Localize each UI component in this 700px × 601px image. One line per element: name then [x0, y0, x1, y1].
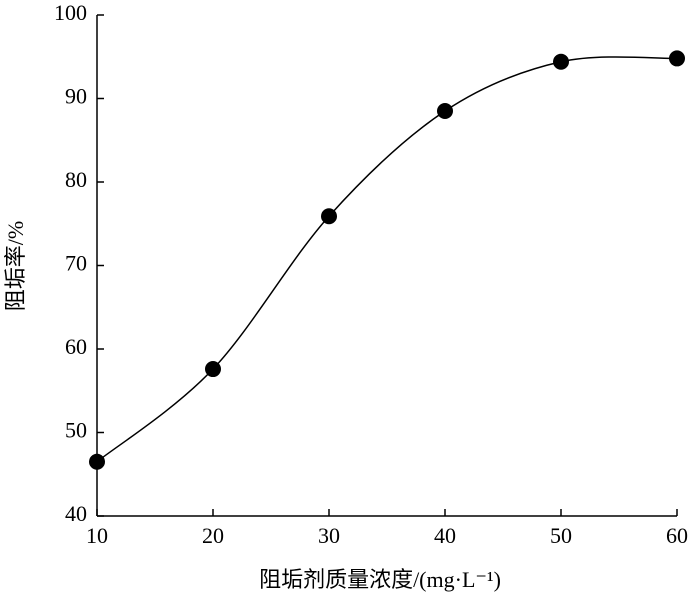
data-point: [205, 361, 221, 378]
y-tick-label: 60: [65, 334, 87, 359]
data-point: [553, 53, 569, 70]
y-tick-label: 50: [65, 418, 87, 443]
y-tick-label: 80: [65, 167, 87, 192]
y-axis-label: 阻垢率/%: [3, 221, 28, 311]
y-tick-label: 40: [65, 501, 87, 526]
data-point: [437, 103, 453, 120]
x-axis-label: 阻垢剂质量浓度/(mg·L⁻¹): [259, 567, 501, 592]
x-tick-label: 10: [86, 523, 108, 548]
data-point: [321, 208, 337, 225]
x-tick-label: 30: [318, 523, 340, 548]
x-tick-label: 50: [550, 523, 572, 548]
x-tick-label: 40: [434, 523, 456, 548]
y-tick-label: 70: [65, 251, 87, 276]
data-point: [669, 50, 685, 67]
y-tick-label: 90: [65, 84, 87, 109]
fit-curve: [96, 56, 678, 463]
y-tick-label: 100: [54, 0, 87, 25]
data-point: [89, 453, 105, 470]
x-tick-label: 20: [202, 523, 224, 548]
x-tick-label: 60: [666, 523, 688, 548]
